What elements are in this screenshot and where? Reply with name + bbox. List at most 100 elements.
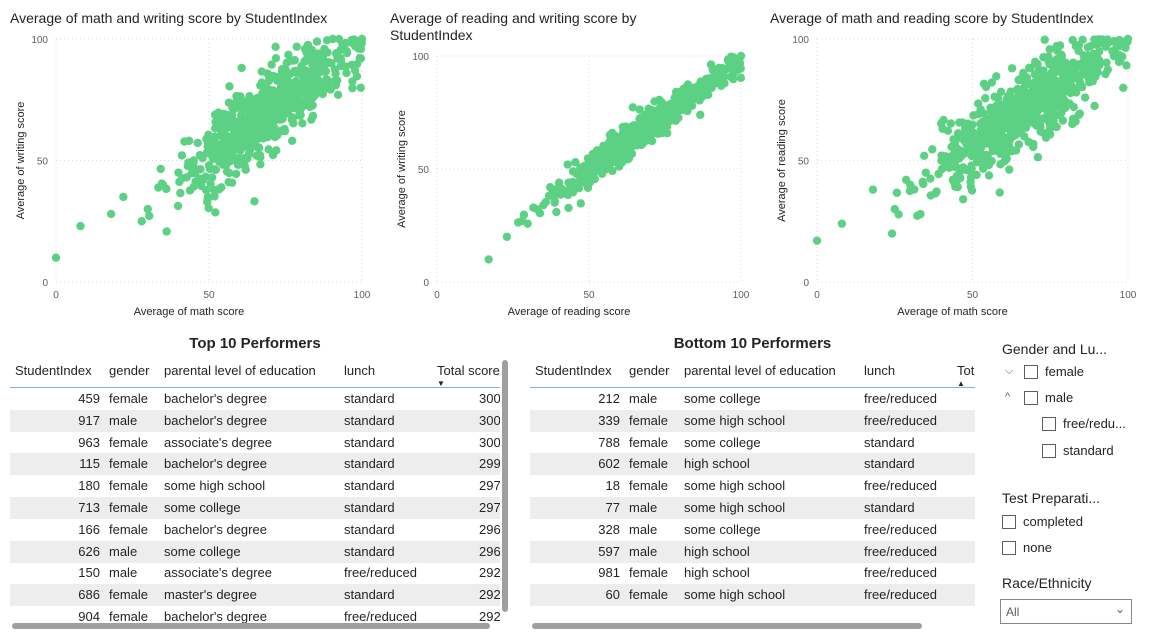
scatter-point (316, 81, 326, 90)
chevron-down-icon: ⌄ (1114, 602, 1125, 616)
scatter-point (981, 94, 990, 103)
scatter-point (303, 54, 312, 63)
cell-gender: female (629, 456, 669, 472)
scatter-point (554, 187, 563, 196)
scatter-point (979, 79, 989, 89)
table-row[interactable]: 788 female some college standard (530, 432, 975, 454)
table-row[interactable]: 626 male some college standard 296 (10, 540, 500, 563)
scatter-point (1057, 108, 1066, 117)
scatter-point (1086, 41, 1096, 51)
table-row[interactable]: 180 female some high school standard 297 (10, 475, 500, 497)
cell-gender: female (109, 609, 149, 624)
col-header-total-score[interactable]: Total score (437, 363, 500, 378)
checkbox-free-reduced[interactable] (1042, 417, 1056, 431)
cell-gender: male (109, 543, 138, 559)
cell-studentindex: 328 (598, 521, 620, 537)
col-header-parental-education[interactable]: parental level of education (164, 363, 316, 378)
col-header-gender[interactable]: gender (629, 363, 670, 378)
chevron-up-icon[interactable]: ^ (1005, 391, 1011, 403)
table-row[interactable]: 77 male some high school standard (530, 497, 975, 519)
cell-total-score: 299 (479, 456, 500, 472)
chevron-down-icon[interactable]: ⌵ (1005, 365, 1014, 377)
table-row[interactable]: 597 male high school free/reduced (530, 540, 975, 563)
checkbox-male[interactable] (1024, 391, 1038, 405)
scatter-point (950, 156, 960, 166)
chart3-scatter[interactable]: 00 50 50 100 100 Average of math score Average… (765, 28, 1145, 323)
top-performers-table[interactable]: StudentIndex gender parental level of ed… (10, 357, 500, 625)
col-header-total-score[interactable]: Total score (957, 363, 975, 378)
top-table-horizontal-scrollbar[interactable] (12, 623, 490, 629)
scatter-point (563, 160, 572, 169)
scatter-point (1014, 140, 1024, 149)
scatter-point (190, 166, 200, 175)
table-row[interactable]: 150 male associate's degree free/reduced 292 (10, 562, 500, 584)
scatter-point (714, 71, 723, 80)
cell-studentindex: 150 (78, 565, 100, 581)
col-header-studentindex[interactable]: StudentIndex (15, 363, 92, 378)
checkbox-standard[interactable] (1042, 444, 1056, 458)
scatter-point (1000, 138, 1009, 147)
scatter-point (1006, 128, 1016, 138)
checkbox-female[interactable] (1024, 365, 1038, 379)
scatter-point (978, 164, 988, 173)
top-table-title: Top 10 Performers (189, 335, 321, 352)
scatter-point (213, 149, 223, 158)
scatter-point (630, 130, 639, 140)
table-row[interactable]: 328 male some college free/reduced (530, 519, 975, 541)
scatter-point (282, 58, 291, 68)
scatter-point (943, 126, 953, 135)
scatter-point (272, 89, 282, 98)
scatter-point (1033, 153, 1043, 162)
col-header-gender[interactable]: gender (109, 363, 150, 378)
bottom-performers-table[interactable]: StudentIndex gender parental level of ed… (530, 357, 975, 607)
scatter-point (235, 127, 244, 136)
scatter-point (237, 63, 246, 73)
table-row[interactable]: 981 female high school free/reduced (530, 562, 975, 584)
col-header-lunch[interactable]: lunch (864, 363, 896, 378)
scatter-point (552, 207, 561, 217)
slicer-item-standard[interactable]: standard (1063, 443, 1114, 458)
scatter-point (204, 161, 214, 170)
table-row[interactable]: 602 female high school standard (530, 453, 975, 476)
table-row[interactable]: 963 female associate's degree standard 300 (10, 432, 500, 454)
table-row[interactable]: 904 female bachelor's degree free/reduced 29… (10, 606, 500, 625)
scatter-point (271, 42, 280, 52)
scatter-point (937, 156, 946, 165)
cell-parental-education: bachelor's degree (164, 391, 267, 406)
sort-desc-icon[interactable]: ▼ (437, 379, 445, 388)
cell-parental-education: some college (164, 500, 241, 515)
scatter-point (285, 78, 294, 87)
table-row[interactable]: 166 female bachelor's degree standard 296 (10, 519, 500, 541)
chart1-scatter[interactable]: 00 50 50 100 100 Average of math score Average… (0, 28, 380, 323)
slicer-item-female[interactable]: female (1045, 364, 1085, 379)
scatter-point (310, 51, 320, 61)
table-row[interactable]: 459 female bachelor's degree standard 300 (10, 388, 500, 410)
bottom-table-horizontal-scrollbar[interactable] (532, 623, 922, 629)
cell-lunch: standard (864, 456, 915, 472)
col-header-studentindex[interactable]: StudentIndex (535, 363, 612, 378)
race-dropdown[interactable]: All ⌄ (1000, 599, 1132, 624)
cell-parental-education: some college (684, 434, 761, 450)
slicer-item-free-reduced[interactable]: free/redu... (1063, 416, 1126, 431)
table-row[interactable]: 713 female some college standard 297 (10, 497, 500, 519)
table-row[interactable]: 115 female bachelor's degree standard 299 (10, 453, 500, 476)
slicer-item-completed[interactable]: completed (1023, 514, 1083, 529)
checkbox-completed[interactable] (1002, 515, 1016, 529)
slicer-item-male[interactable]: male (1045, 390, 1074, 405)
sort-asc-icon[interactable]: ▲ (957, 379, 965, 388)
col-header-parental-education[interactable]: parental level of education (684, 363, 836, 378)
scatter-point (626, 142, 636, 151)
table-row[interactable]: 917 male bachelor's degree standard 300 (10, 409, 500, 432)
cell-lunch: free/reduced (864, 412, 937, 428)
top-table-vertical-scrollbar[interactable] (502, 360, 508, 612)
table-row[interactable]: 18 female some high school free/reduced (530, 475, 975, 497)
col-header-lunch[interactable]: lunch (344, 363, 376, 378)
table-row[interactable]: 60 female some high school free/reduced (530, 584, 975, 607)
chart2-scatter[interactable]: 00 50 50 100 100 Average of reading score Aver… (385, 44, 765, 323)
slicer-item-none[interactable]: none (1023, 540, 1052, 555)
cell-parental-education: high school (684, 565, 750, 581)
table-row[interactable]: 339 female some high school free/reduced (530, 409, 975, 432)
table-row[interactable]: 686 female master's degree standard 292 (10, 584, 500, 607)
table-row[interactable]: 212 male some college free/reduced (530, 388, 975, 410)
checkbox-none[interactable] (1002, 541, 1016, 555)
